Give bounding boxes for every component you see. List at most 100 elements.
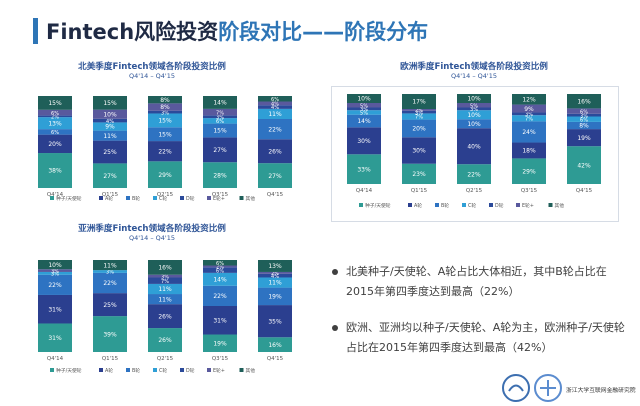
data-label: 33% [357, 166, 371, 173]
data-label: 38% [48, 168, 62, 175]
seal-emblem-inner [508, 384, 524, 392]
data-label: 15% [158, 118, 172, 125]
data-label: 19% [268, 294, 282, 301]
data-label: 40% [467, 143, 481, 150]
x-tick-label: Q2'15 [157, 356, 174, 362]
x-tick-label: Q4'14 [47, 192, 64, 198]
bar-segment [347, 110, 381, 115]
data-label: 30% [412, 148, 426, 155]
data-label: 5% [470, 103, 478, 109]
bullet-dot-icon [332, 325, 338, 331]
data-label: 19% [577, 135, 591, 142]
data-label: 7% [525, 116, 533, 122]
data-label: 30% [357, 138, 371, 145]
legend-swatch [516, 203, 520, 207]
bar-segment [148, 328, 182, 352]
bullet-text: 欧洲、亚洲均以种子/天使轮、A轮为主，欧洲种子/天使轮占比在2015年第四季度达… [346, 321, 625, 354]
bar-segment [203, 260, 237, 266]
legend-swatch [99, 368, 103, 372]
bar-segment [457, 107, 491, 111]
data-label: 8% [160, 97, 170, 104]
legend-label: 种子/天使轮 [56, 367, 82, 374]
data-label: 7% [216, 110, 224, 116]
data-label: 6% [216, 268, 224, 274]
bar-segment [93, 316, 127, 352]
data-label: 29% [522, 168, 536, 175]
bar-segment [38, 153, 72, 188]
bar-segment [347, 127, 381, 155]
bar-segment [93, 272, 127, 294]
slide-title-accent: 阶段对比——阶段分布 [218, 20, 429, 44]
x-tick-label: Q4'15 [267, 356, 284, 362]
legend-label: B轮 [132, 367, 140, 374]
legend-label: 其他 [246, 367, 256, 374]
data-label: 25% [103, 149, 117, 156]
data-label: 15% [158, 131, 172, 138]
legend-swatch [126, 196, 130, 200]
bar-segment [203, 123, 237, 138]
data-label: 6% [51, 111, 59, 117]
seal-emblem-icon-2 [534, 374, 562, 402]
legend-label: 其他 [246, 195, 256, 202]
bar-segment [512, 158, 546, 184]
europe-chart: 欧洲季度Fintech领域各阶段投资比例 Q4'14 – Q4'15 33% 30… [331, 60, 631, 220]
bar-segment [347, 107, 381, 111]
bar-segment [148, 127, 182, 142]
data-label: 19% [213, 340, 227, 347]
data-label: 17% [412, 99, 426, 106]
bar-segment [203, 306, 237, 335]
bar-segment [38, 274, 72, 295]
legend-swatch [489, 203, 493, 207]
legend-swatch [239, 368, 244, 372]
data-label: 25% [103, 302, 117, 309]
chart-title: 北美季度Fintech领域各阶段投资比例 [78, 62, 226, 72]
data-label: 3% [360, 107, 368, 113]
europe-chart-svg: 33%30%14%5%3%5%10%Q4'1423%30%20%7%3%2%17… [347, 94, 601, 209]
data-label: 22% [467, 171, 481, 178]
data-label: 14% [213, 100, 227, 107]
bar-segment [203, 285, 237, 306]
asia-chart: 亚洲季度Fintech领域各阶段投资比例 Q4'14 – Q4'15 31% 31… [22, 222, 322, 392]
bar-segment [93, 96, 127, 110]
data-label: 28% [213, 172, 227, 179]
data-label: 6% [216, 119, 224, 125]
data-label: 18% [522, 148, 536, 155]
data-label: 10% [103, 111, 117, 118]
bar-segment [93, 293, 127, 317]
data-label: 23% [412, 171, 426, 178]
data-label: 6% [580, 117, 588, 123]
data-label: 4% [271, 105, 279, 111]
bar-segment [512, 104, 546, 113]
x-tick-label: Q2'15 [157, 192, 174, 198]
bar-segment [203, 115, 237, 119]
bar-segment [203, 265, 237, 268]
x-tick-label: Q4'15 [267, 192, 284, 198]
data-label: 11% [268, 280, 282, 287]
bar-segment [93, 130, 127, 141]
data-label: 27% [213, 147, 227, 154]
data-label: 26% [158, 313, 172, 320]
data-label: 9% [524, 106, 534, 113]
chart-title: 欧洲季度Fintech领域各阶段投资比例 [400, 62, 548, 72]
data-label: 11% [103, 133, 117, 140]
bar-segment [38, 294, 72, 324]
data-label: 20% [412, 126, 426, 133]
data-label: 14% [357, 118, 371, 125]
bar-segment [93, 140, 127, 164]
bar-segment [148, 96, 182, 104]
legend-label: B轮 [441, 202, 449, 209]
bullet-list: 北美种子/天使轮、A轮占比大体相近，其中B轮占比在2015年第四季度达到最高（2… [330, 262, 630, 374]
legend-label: A轮 [414, 202, 422, 209]
north-america-chart-svg: 38%20%6%13%2%6%15%Q4'1427%25%11%9%4%10%1… [38, 96, 292, 202]
bar-segment [93, 109, 127, 119]
legend-swatch [207, 368, 211, 372]
bar-segment [148, 277, 182, 284]
data-label: 10% [467, 112, 481, 119]
data-label: 12% [522, 96, 536, 103]
legend-swatch [153, 368, 157, 372]
bar-segment [148, 103, 182, 111]
data-label: 7% [415, 115, 423, 121]
data-label: 11% [158, 296, 172, 303]
legend-swatch [50, 196, 54, 200]
bar-segment [203, 137, 237, 163]
